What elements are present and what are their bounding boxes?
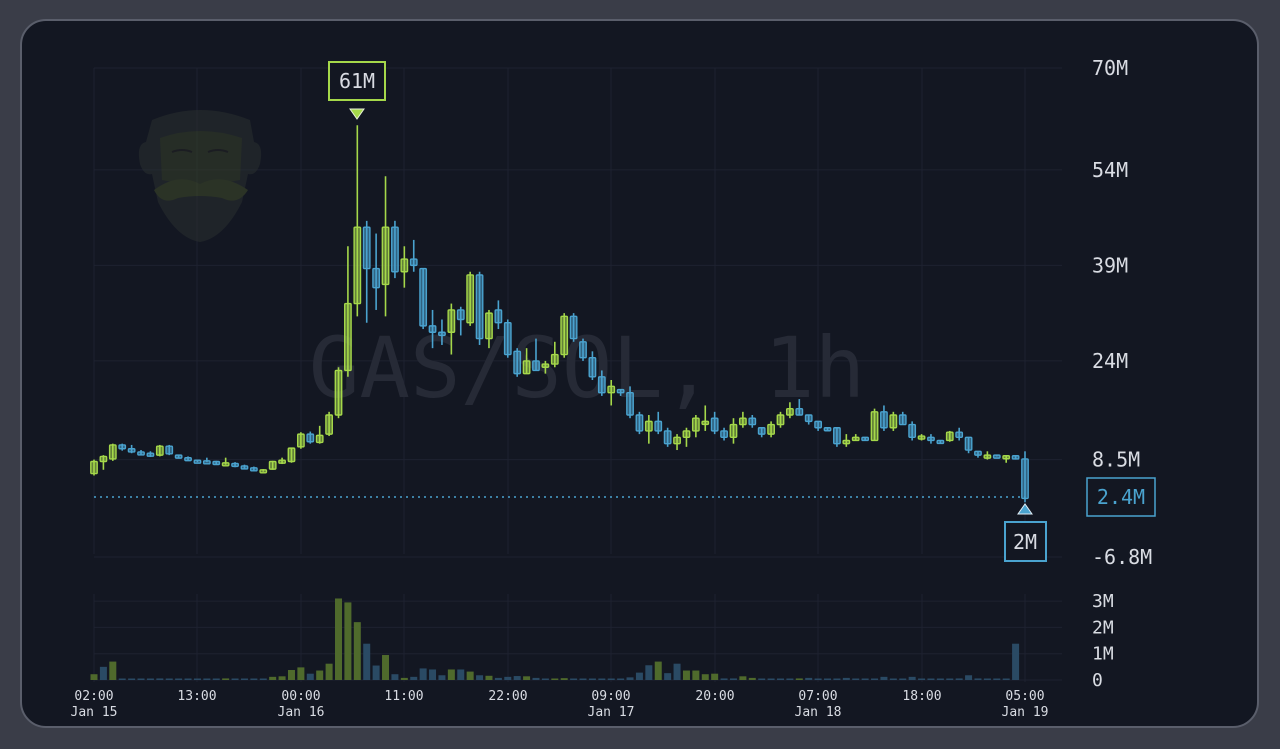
time-tick-label: 22:00 xyxy=(488,689,527,704)
watermark-title: GAS/SOL, 1h xyxy=(309,319,865,417)
time-tick-label: 02:00 xyxy=(74,689,113,704)
time-tick-label: 13:00 xyxy=(177,689,216,704)
volume-tick-label: 2M xyxy=(1092,617,1114,638)
time-tick-label: 11:00 xyxy=(384,689,423,704)
date-tick-label: Jan 16 xyxy=(278,705,325,720)
volume-tick-label: 3M xyxy=(1092,591,1114,612)
price-tick-label: 70M xyxy=(1092,56,1128,80)
price-tick-label: -6.8M xyxy=(1092,545,1152,569)
time-tick-label: 07:00 xyxy=(798,689,837,704)
time-tick-label: 09:00 xyxy=(591,689,630,704)
volume-axis: 3M 2M 1M 0 xyxy=(1092,591,1114,691)
time-tick-label: 20:00 xyxy=(695,689,734,704)
time-tick-label: 18:00 xyxy=(902,689,941,704)
up-triangle-icon xyxy=(1017,503,1033,515)
current-price-badge: 2.4M xyxy=(1086,477,1156,517)
time-tick-label: 00:00 xyxy=(281,689,320,704)
low-marker-label: 2M xyxy=(1013,530,1037,554)
low-marker: 2M xyxy=(1004,503,1047,562)
current-price-label: 2.4M xyxy=(1097,485,1145,509)
down-triangle-icon xyxy=(349,108,365,120)
date-tick-label: Jan 18 xyxy=(795,705,842,720)
date-tick-label: Jan 19 xyxy=(1002,705,1049,720)
date-tick-label: Jan 15 xyxy=(71,705,118,720)
chart-panel[interactable]: GAS/SOL, 1h 70M 54M 39M 24M 8.5M -6.8M 3M 2M 1M… xyxy=(20,19,1259,728)
price-candles xyxy=(90,125,1029,503)
high-marker-label: 61M xyxy=(339,69,375,93)
grid-lines xyxy=(93,67,1062,682)
price-tick-label: 24M xyxy=(1092,349,1128,373)
date-tick-label: Jan 17 xyxy=(588,705,635,720)
high-marker: 61M xyxy=(328,61,386,120)
mask-logo-icon xyxy=(138,110,262,242)
volume-tick-label: 0 xyxy=(1092,670,1103,691)
price-tick-label: 39M xyxy=(1092,253,1128,277)
price-tick-label: 8.5M xyxy=(1092,448,1140,472)
volume-tick-label: 1M xyxy=(1092,644,1114,665)
price-axis[interactable]: 70M 54M 39M 24M 8.5M -6.8M xyxy=(1092,56,1152,569)
candlestick-chart[interactable]: GAS/SOL, 1h 70M 54M 39M 24M 8.5M -6.8M 3M 2M 1M… xyxy=(22,21,1259,728)
price-tick-label: 54M xyxy=(1092,158,1128,182)
time-tick-label: 05:00 xyxy=(1005,689,1044,704)
volume-bars xyxy=(90,598,1020,680)
